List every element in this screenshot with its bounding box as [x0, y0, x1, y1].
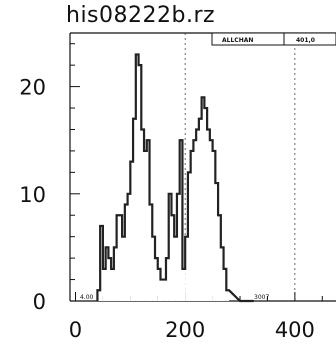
histogram-bin — [144, 150, 147, 301]
histogram-bin — [149, 204, 153, 301]
histogram-bin — [111, 268, 114, 301]
histogram-bin — [122, 236, 125, 301]
histogram-bin — [168, 193, 172, 301]
histogram-bin — [185, 236, 188, 301]
histogram-bin — [163, 279, 166, 301]
histogram-bin — [102, 268, 106, 301]
histogram-bin — [218, 215, 221, 301]
histogram-bin — [198, 118, 202, 301]
stat-box-value: 401,0 — [296, 37, 315, 44]
histogram-bin — [190, 150, 194, 301]
histogram-bin — [116, 215, 120, 301]
histogram-bin — [193, 140, 197, 301]
histogram-bin — [100, 225, 103, 301]
bottom-annotation-left: 4.00 — [80, 294, 94, 301]
histogram-bin — [204, 108, 208, 301]
histogram-bin — [141, 129, 145, 301]
x-tick-label: 0 — [69, 318, 82, 342]
chart-title: his08222b.rz — [66, 3, 216, 28]
histogram-bin — [201, 97, 205, 301]
x-tick-label: 200 — [165, 318, 205, 342]
stat-box — [211, 32, 336, 46]
histogram-bin — [113, 247, 117, 301]
y-tick-label: 10 — [19, 183, 46, 207]
histogram-bin — [138, 65, 142, 301]
bottom-annotation-right: 3007 — [254, 294, 269, 301]
histogram-outline — [96, 53, 254, 303]
x-tick-label: 400 — [275, 318, 315, 342]
y-tick-label: 20 — [19, 76, 46, 100]
histogram-bin — [165, 258, 169, 301]
histogram-bin — [187, 172, 191, 301]
histogram-bin — [105, 247, 109, 301]
histogram-bin — [174, 236, 177, 301]
histogram-bin — [133, 118, 136, 301]
histogram-bin — [179, 140, 183, 301]
histogram-bin — [209, 140, 213, 301]
histogram-bin — [135, 54, 139, 301]
histogram-bin — [152, 236, 156, 301]
histogram-bin — [127, 193, 131, 301]
histogram-bin — [157, 268, 161, 301]
histogram-bin — [146, 140, 150, 301]
histogram-bin — [124, 204, 128, 301]
histogram-bin — [220, 247, 224, 301]
histogram-bin — [108, 258, 112, 301]
stat-box-label: ALLCHAN — [222, 37, 253, 44]
histogram-bin — [119, 215, 123, 301]
y-tick-label: 0 — [33, 290, 46, 314]
histogram-bin — [207, 129, 210, 301]
histogram-bin — [171, 215, 175, 301]
histogram-bin — [196, 129, 199, 301]
histogram-bin — [97, 290, 101, 301]
histogram-bin — [223, 268, 227, 301]
histogram-bin — [130, 161, 134, 301]
histogram-bin — [155, 258, 158, 301]
histogram-bin — [182, 268, 186, 301]
histogram-bin — [226, 290, 230, 301]
histogram-bin — [215, 183, 219, 301]
histogram-bin — [160, 279, 164, 301]
histogram-bin — [176, 193, 180, 301]
histogram-bin — [212, 150, 216, 301]
